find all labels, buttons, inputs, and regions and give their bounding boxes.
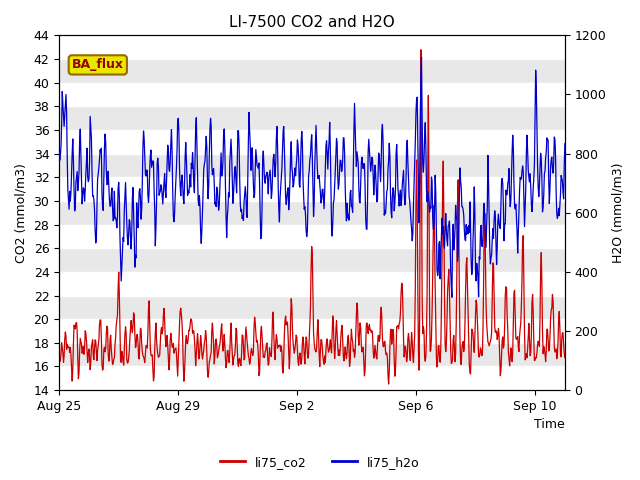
Bar bbox=[59, 319, 565, 343]
Bar bbox=[59, 83, 565, 106]
Title: LI-7500 CO2 and H2O: LI-7500 CO2 and H2O bbox=[229, 15, 395, 30]
Y-axis label: H2O (mmol/m3): H2O (mmol/m3) bbox=[612, 162, 625, 263]
Bar bbox=[59, 130, 565, 154]
Bar bbox=[59, 225, 565, 248]
Text: BA_flux: BA_flux bbox=[72, 59, 124, 72]
Bar bbox=[59, 366, 565, 390]
X-axis label: Time: Time bbox=[534, 419, 565, 432]
Bar bbox=[59, 36, 565, 59]
Y-axis label: CO2 (mmol/m3): CO2 (mmol/m3) bbox=[15, 163, 28, 263]
Bar bbox=[59, 177, 565, 201]
Bar bbox=[59, 272, 565, 296]
Legend: li75_co2, li75_h2o: li75_co2, li75_h2o bbox=[215, 451, 425, 474]
